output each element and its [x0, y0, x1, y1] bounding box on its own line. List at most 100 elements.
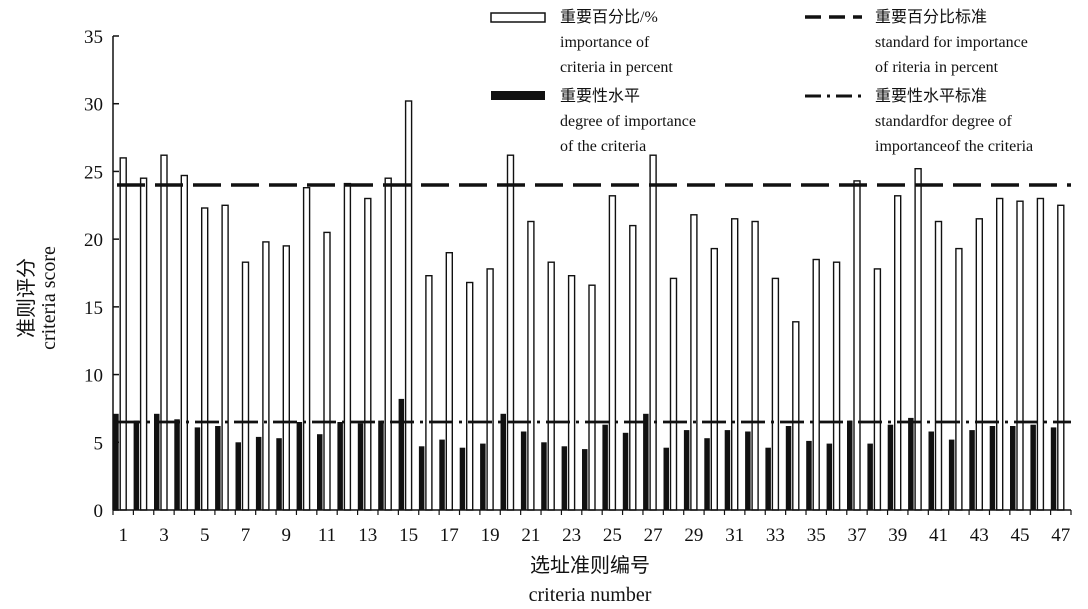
x-tick-label: 25	[603, 525, 622, 546]
x-tick-label: 39	[888, 525, 907, 546]
bar-degree-of-importance	[643, 413, 649, 510]
bar-importance-percent	[649, 154, 657, 511]
bar-degree-of-importance	[459, 447, 466, 510]
bar-degree-of-importance	[785, 426, 792, 510]
bar-importance-percent	[119, 157, 127, 511]
bar-importance-percent	[690, 214, 698, 511]
bar-importance-percent	[343, 182, 352, 511]
x-tick-label: 35	[807, 525, 826, 546]
bar-degree-of-importance	[500, 413, 506, 510]
bar-degree-of-importance	[683, 430, 690, 510]
bar-importance-percent	[466, 281, 474, 511]
x-tick-label: 19	[481, 525, 500, 546]
x-tick-label: 31	[725, 525, 744, 546]
bar-importance-percent	[832, 261, 841, 511]
bar-degree-of-importance	[398, 398, 405, 510]
y-axis-title-cn: 准则评分	[15, 258, 38, 338]
bar-degree-of-importance	[663, 447, 669, 510]
x-tick-label: 45	[1011, 525, 1030, 546]
bar-importance-percent	[1057, 204, 1065, 511]
x-tick-label: 27	[644, 525, 663, 546]
bar-degree-of-importance	[276, 438, 282, 510]
x-tick-label: 37	[848, 525, 867, 546]
bar-degree-of-importance	[255, 436, 262, 510]
bar-degree-of-importance	[317, 434, 323, 510]
bar-degree-of-importance	[622, 432, 629, 510]
bar-importance-percent	[567, 275, 576, 511]
x-tick-label: 41	[929, 525, 948, 546]
legend-item-level: 重要性水平 degree of importance of the criter…	[491, 87, 696, 155]
bar-degree-of-importance	[561, 446, 568, 510]
bar-degree-of-importance	[1030, 424, 1036, 510]
x-tick-label: 7	[241, 525, 251, 546]
bar-degree-of-importance	[582, 449, 588, 510]
legend-label-line: importance of	[560, 34, 650, 51]
bar-degree-of-importance	[133, 420, 140, 510]
bar-importance-percent	[731, 218, 739, 511]
bar-degree-of-importance	[908, 417, 914, 510]
bar-importance-percent	[751, 220, 759, 511]
bar-degree-of-importance	[704, 438, 710, 510]
y-tick-label: 15	[84, 298, 103, 319]
legend-label-line: 重要百分比/%	[560, 8, 658, 26]
x-tick-label: 43	[970, 525, 989, 546]
bar-degree-of-importance	[296, 422, 303, 510]
y-tick-label: 20	[84, 230, 103, 251]
reference-lines	[117, 183, 1071, 424]
bar-degree-of-importance	[602, 424, 608, 510]
bar-importance-percent	[302, 186, 311, 511]
bar-importance-percent	[486, 268, 494, 511]
y-tick-label: 10	[84, 366, 103, 387]
bar-importance-percent	[445, 251, 453, 511]
bar-importance-percent	[710, 247, 718, 511]
bar-importance-percent	[669, 277, 678, 511]
y-tick-label: 35	[84, 27, 103, 48]
bar-degree-of-importance	[969, 430, 975, 510]
bar-degree-of-importance	[867, 443, 873, 510]
legend-label-line: standardfor degree of	[875, 113, 1012, 130]
x-ticks: 1 3 5 7 9 11 13 15 17 19 21 23 25 27 29 31 33 35 37 39 41 43 4…	[112, 510, 1072, 546]
bar-importance-percent	[588, 284, 596, 511]
bar-degree-of-importance	[765, 447, 771, 510]
legend: 重要百分比/% importance of criteria in percen…	[490, 8, 1033, 155]
bar-importance-percent	[792, 321, 800, 511]
bar-importance-percent	[323, 231, 331, 511]
legend-item-percent: 重要百分比/% importance of criteria in percen…	[490, 8, 673, 76]
x-tick-label: 11	[318, 525, 336, 546]
bar-degree-of-importance	[724, 430, 731, 510]
x-axis-title-en: criteria number	[529, 584, 652, 606]
bar-importance-percent	[160, 154, 168, 511]
legend-label-line: of the criteria	[560, 138, 646, 155]
bar-importance-percent	[139, 177, 148, 511]
bar-degree-of-importance	[113, 413, 119, 510]
x-tick-label: 13	[358, 525, 377, 546]
x-tick-label: 21	[521, 525, 540, 546]
legend-label-line: 重要百分比标准	[875, 8, 987, 26]
bar-degree-of-importance	[928, 431, 934, 510]
x-tick-label: 47	[1051, 525, 1070, 546]
bar-importance-percent	[221, 204, 229, 511]
y-axis-title-en: criteria score	[38, 246, 60, 350]
bar-importance-percent	[894, 195, 902, 511]
axes	[112, 36, 1071, 511]
bar-importance-percent	[506, 154, 515, 511]
bar-importance-percent	[934, 220, 943, 511]
bar-degree-of-importance	[989, 426, 996, 510]
y-tick-label: 5	[94, 433, 104, 454]
y-tick-label: 30	[84, 95, 103, 116]
bar-importance-percent	[853, 180, 861, 511]
bar-importance-percent	[608, 195, 617, 511]
bar-degree-of-importance	[1010, 426, 1016, 510]
legend-swatch-solid-bar	[491, 91, 545, 100]
x-axis-title-cn: 选址准则编号	[530, 554, 650, 577]
legend-label-line: importanceof the criteria	[875, 138, 1033, 155]
bar-importance-percent	[384, 177, 392, 511]
x-tick-label: 15	[399, 525, 418, 546]
bar-degree-of-importance	[174, 419, 180, 510]
bar-degree-of-importance	[948, 439, 955, 510]
bar-degree-of-importance	[215, 426, 221, 510]
bar-importance-percent	[1036, 197, 1045, 511]
bar-degree-of-importance	[439, 439, 445, 510]
bar-importance-percent	[873, 268, 882, 511]
